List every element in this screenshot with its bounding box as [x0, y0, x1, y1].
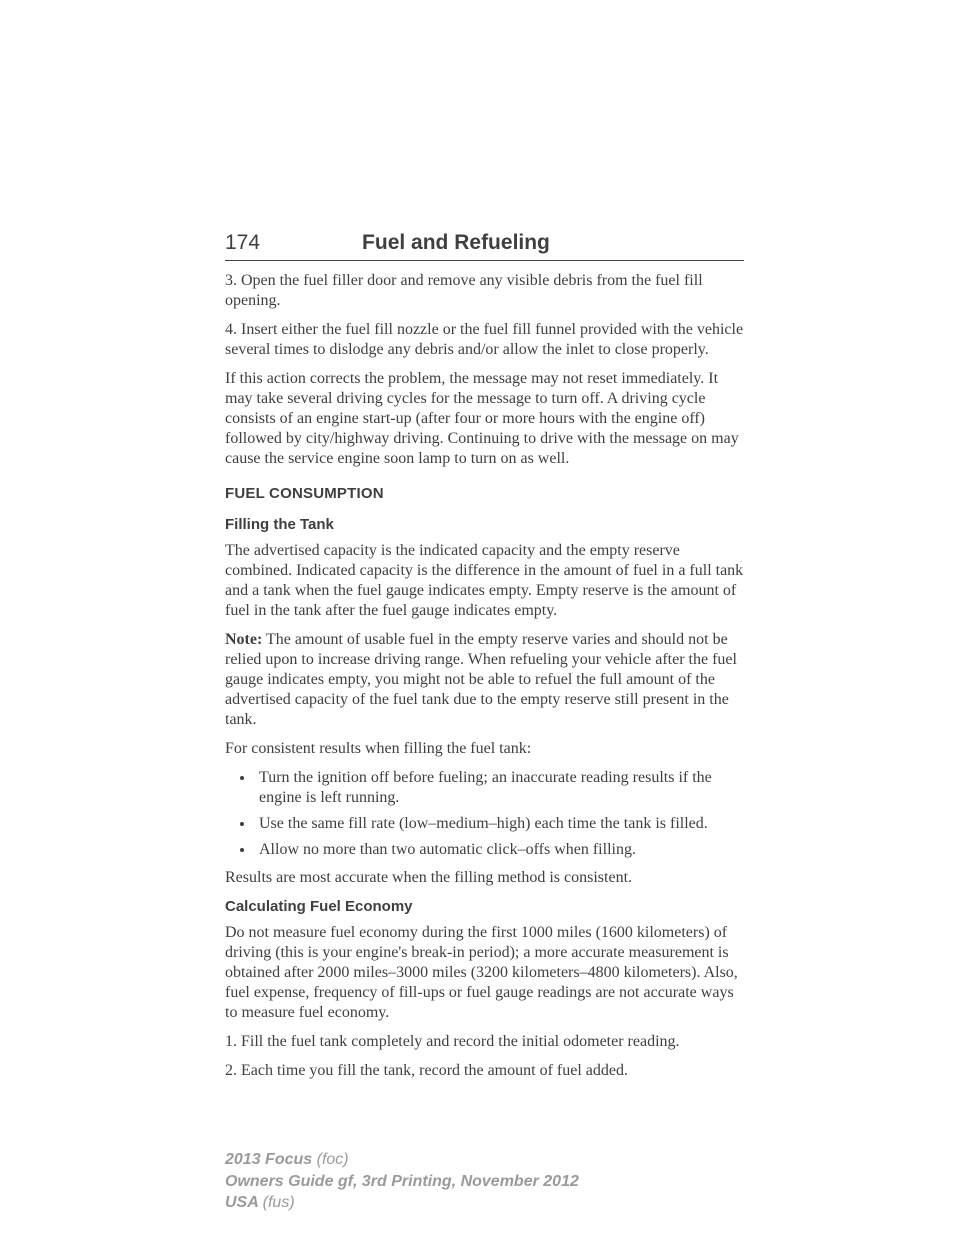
note-paragraph: Note: The amount of usable fuel in the e… — [225, 630, 744, 730]
footer-text: (foc) — [317, 1151, 349, 1168]
body-paragraph: If this action corrects the problem, the… — [225, 369, 744, 469]
body-paragraph: Results are most accurate when the filli… — [225, 868, 744, 888]
footer-line: Owners Guide gf, 3rd Printing, November … — [225, 1171, 579, 1193]
body-paragraph: For consistent results when filling the … — [225, 739, 744, 759]
list-item: Use the same fill rate (low–medium–high)… — [255, 814, 744, 834]
page-header: 174 Fuel and Refueling — [225, 230, 744, 261]
list-item: Turn the ignition off before fueling; an… — [255, 768, 744, 808]
subsection-heading: Filling the Tank — [225, 516, 744, 535]
body-paragraph: 4. Insert either the fuel fill nozzle or… — [225, 320, 744, 360]
footer-line: USA (fus) — [225, 1192, 579, 1214]
list-item: Allow no more than two automatic click–o… — [255, 840, 744, 860]
footer-line: 2013 Focus (foc) — [225, 1149, 579, 1171]
body-paragraph: Do not measure fuel economy during the f… — [225, 923, 744, 1023]
subsection-heading: Calculating Fuel Economy — [225, 898, 744, 917]
footer-text: USA — [225, 1194, 263, 1211]
body-paragraph: The advertised capacity is the indicated… — [225, 541, 744, 621]
body-paragraph: 1. Fill the fuel tank completely and rec… — [225, 1032, 744, 1052]
footer-text: (fus) — [263, 1194, 295, 1211]
body-paragraph: 2. Each time you fill the tank, record t… — [225, 1061, 744, 1081]
page-footer: 2013 Focus (foc) Owners Guide gf, 3rd Pr… — [225, 1149, 579, 1214]
footer-text: 2013 Focus — [225, 1151, 317, 1168]
document-page: 174 Fuel and Refueling 3. Open the fuel … — [0, 0, 954, 1235]
chapter-title: Fuel and Refueling — [362, 230, 550, 256]
note-label: Note: — [225, 631, 262, 648]
note-text: The amount of usable fuel in the empty r… — [225, 631, 737, 728]
section-heading: FUEL CONSUMPTION — [225, 485, 744, 504]
bullet-list: Turn the ignition off before fueling; an… — [225, 768, 744, 860]
page-number: 174 — [225, 230, 260, 256]
body-paragraph: 3. Open the fuel filler door and remove … — [225, 271, 744, 311]
